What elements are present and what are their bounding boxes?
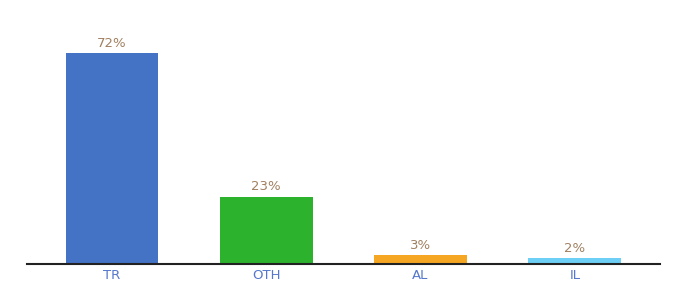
Text: 2%: 2% <box>564 242 585 255</box>
Text: 3%: 3% <box>410 239 431 252</box>
Text: 72%: 72% <box>97 37 127 50</box>
Bar <box>528 258 621 264</box>
Text: 23%: 23% <box>252 180 281 193</box>
Bar <box>66 53 158 264</box>
Bar <box>220 197 313 264</box>
Bar <box>374 255 466 264</box>
